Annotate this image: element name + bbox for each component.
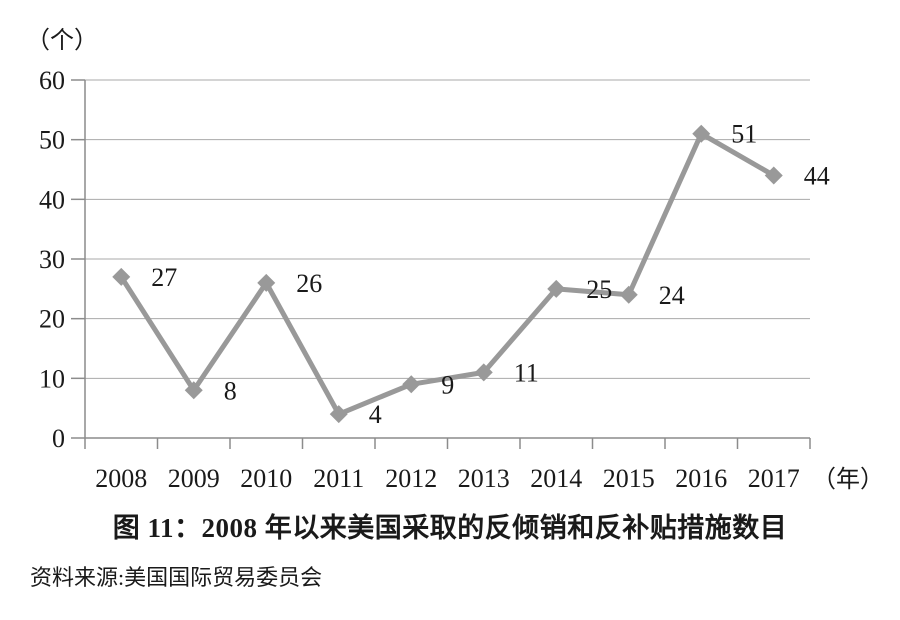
x-tick-label: 2009 <box>168 464 220 493</box>
y-tick-label: 30 <box>39 245 65 274</box>
data-point-label: 26 <box>296 269 322 298</box>
chart-source: 资料来源:美国国际贸易委员会 <box>30 565 323 590</box>
data-point-marker <box>692 124 711 143</box>
data-point-label: 24 <box>659 281 685 310</box>
data-point-marker <box>257 273 276 292</box>
data-point-marker <box>619 285 638 304</box>
data-point-label: 27 <box>151 263 177 292</box>
data-point-marker <box>112 267 131 286</box>
data-point-marker <box>329 405 348 424</box>
y-tick-label: 20 <box>39 305 65 334</box>
data-point-label: 8 <box>224 376 237 405</box>
series-line <box>118 131 777 417</box>
data-point-label: 9 <box>441 370 454 399</box>
data-point-label: 51 <box>731 120 757 149</box>
data-point-label: 11 <box>514 358 539 387</box>
chart-title: 图 11：2008 年以来美国采取的反倾销和反补贴措施数目 <box>112 513 788 543</box>
y-tick-label: 60 <box>39 66 65 95</box>
x-axis-unit-label: （年） <box>812 466 884 493</box>
y-tick-label: 10 <box>39 364 65 393</box>
y-tick-label: 40 <box>39 185 65 214</box>
y-tick-label: 0 <box>52 424 65 453</box>
y-axis-unit-label: （个） <box>26 27 98 54</box>
x-tick-label: 2016 <box>675 464 727 493</box>
data-point-label: 4 <box>369 400 382 429</box>
y-tick-label: 50 <box>39 126 65 155</box>
x-tick-label: 2010 <box>240 464 292 493</box>
data-point-marker <box>474 363 493 382</box>
data-point-label: 25 <box>586 275 612 304</box>
data-point-marker <box>547 279 566 298</box>
data-point-marker <box>184 381 203 400</box>
x-tick-label: 2011 <box>313 464 364 493</box>
x-tick-label: 2015 <box>603 464 655 493</box>
data-point-marker <box>402 375 421 394</box>
data-point-marker <box>764 166 783 185</box>
x-tick-label: 2008 <box>95 464 147 493</box>
x-tick-label: 2012 <box>385 464 437 493</box>
data-point-label: 44 <box>804 161 830 190</box>
x-tick-label: 2014 <box>530 464 582 493</box>
x-tick-label: 2013 <box>458 464 510 493</box>
x-tick-label: 2017 <box>748 464 800 493</box>
line-chart-canvas: 0 10 20 30 40 50 60 2008 2009 2010 2011 2012 2013 201… <box>26 27 884 493</box>
